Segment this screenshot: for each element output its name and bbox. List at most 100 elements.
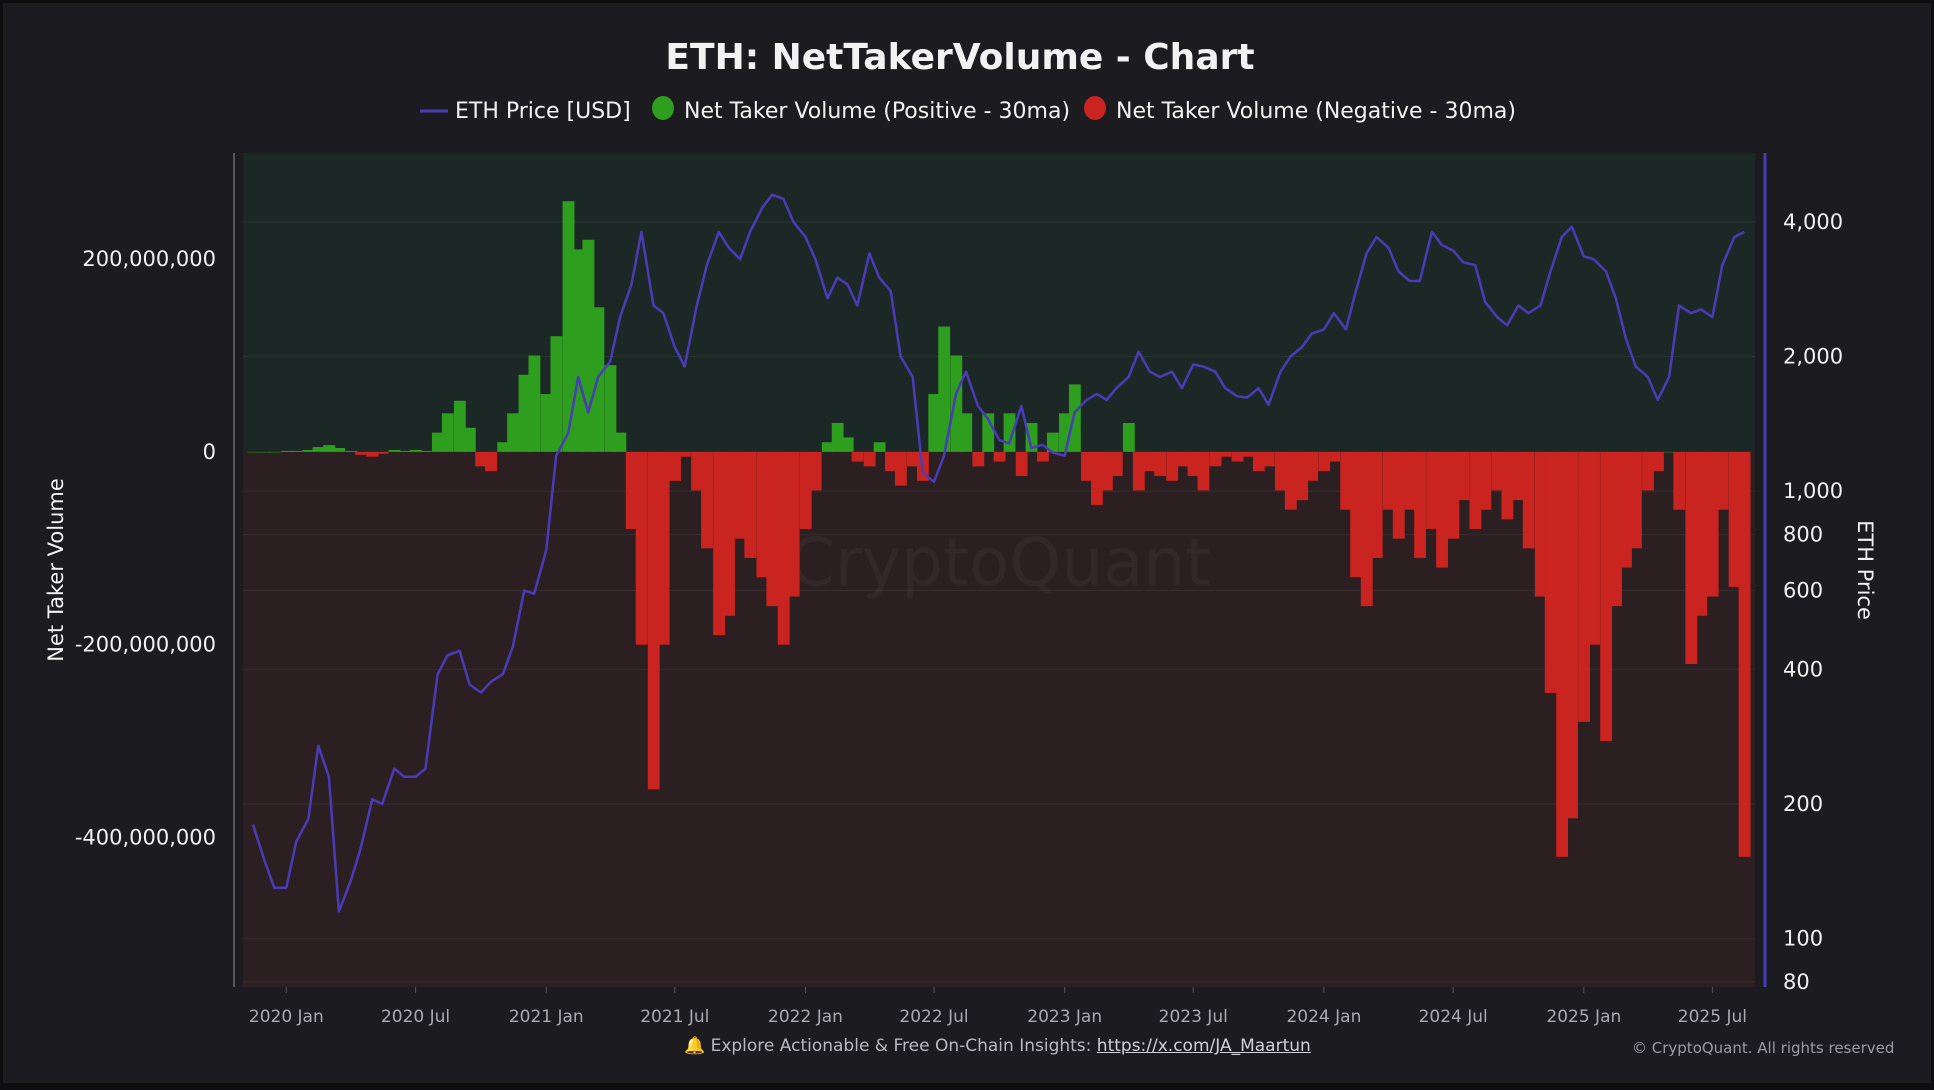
- positive-volume-bar: [1025, 422, 1038, 452]
- positive-volume-bar: [1068, 384, 1081, 452]
- y-tick-label: 0: [203, 440, 216, 464]
- negative-volume-bar: [1436, 451, 1448, 568]
- footer-link[interactable]: https://x.com/JA_Maartun: [1096, 1036, 1311, 1056]
- negative-volume-bar: [1512, 451, 1525, 501]
- y2-tick-label: 600: [1783, 579, 1823, 603]
- negative-volume-bar: [1370, 451, 1383, 558]
- negative-volume-bar: [1479, 451, 1492, 510]
- negative-volume-bar: [1426, 451, 1439, 530]
- negative-volume-bar: [1491, 451, 1504, 491]
- negative-volume-bar: [1262, 451, 1275, 467]
- negative-volume-bar: [1318, 451, 1331, 472]
- negative-volume-bar: [1501, 451, 1514, 520]
- x-tick-label: 2022 Jul: [899, 1007, 968, 1027]
- positive-volume-bar: [960, 413, 973, 452]
- watermark: CryptoQuant: [789, 524, 1211, 601]
- negative-volume-bar: [1110, 451, 1123, 476]
- negative-volume-bar: [1187, 451, 1200, 476]
- negative-volume-bar: [1360, 451, 1373, 607]
- y2-tick-label: 200: [1783, 792, 1823, 816]
- positive-volume-bar: [280, 450, 293, 452]
- negative-volume-bar: [1284, 451, 1297, 510]
- negative-volume-bar: [894, 451, 907, 486]
- y2-tick-label: 80: [1783, 970, 1810, 994]
- negative-volume-bar: [669, 451, 681, 481]
- footer-promo: 🔔 Explore Actionable & Free On-Chain Ins…: [684, 1036, 1311, 1056]
- legend-item-label: Net Taker Volume (Negative - 30ma): [1116, 99, 1516, 124]
- positive-volume-bar: [614, 432, 627, 452]
- negative-volume-bar: [355, 451, 368, 455]
- negative-volume-bar: [1695, 451, 1708, 616]
- x-tick-label: 2020 Jan: [249, 1007, 324, 1027]
- negative-volume-bar: [885, 451, 897, 472]
- negative-volume-bar: [1414, 451, 1426, 558]
- y-tick-label: -200,000,000: [75, 633, 216, 657]
- negative-volume-bar: [907, 451, 919, 467]
- positive-volume-bar: [982, 413, 995, 452]
- negative-volume-bar: [1166, 451, 1179, 481]
- bell-icon: 🔔: [684, 1036, 706, 1056]
- negative-volume-bar: [1685, 451, 1698, 665]
- negative-volume-bar: [691, 451, 703, 491]
- negative-volume-bar: [1716, 451, 1729, 510]
- negative-volume-bar: [1328, 451, 1341, 462]
- positive-volume-bar: [333, 448, 346, 452]
- negative-volume-bar: [777, 451, 790, 645]
- y2-tick-label: 400: [1783, 657, 1823, 681]
- negative-volume-bar: [1673, 451, 1686, 510]
- y2-tick-label: 2,000: [1783, 345, 1843, 369]
- negative-volume-bar: [713, 451, 726, 636]
- negative-volume-bar: [1306, 451, 1319, 481]
- y2-tick-label: 1,000: [1783, 479, 1843, 503]
- x-tick-label: 2022 Jan: [768, 1007, 843, 1027]
- positive-volume-bar: [431, 432, 444, 452]
- positive-volume-bar: [453, 400, 466, 452]
- x-tick-label: 2021 Jul: [640, 1007, 709, 1027]
- y-tick-label: -400,000,000: [75, 826, 216, 850]
- negative-volume-bar: [1447, 451, 1460, 539]
- negative-volume-bar: [485, 451, 498, 472]
- positive-volume-bar: [582, 239, 595, 452]
- positive-volume-bar: [928, 394, 941, 452]
- positive-volume-bar: [1003, 413, 1016, 452]
- negative-volume-bar: [1534, 451, 1547, 597]
- positive-volume-bar: [572, 249, 585, 452]
- legend[interactable]: ETH Price [USD] Net Taker Volume (Positiv…: [420, 96, 1516, 124]
- negative-volume-bar: [972, 451, 985, 467]
- chart-title: ETH: NetTakerVolume - Chart: [665, 37, 1254, 78]
- negative-volume-bar: [1241, 451, 1254, 457]
- positive-volume-bar: [841, 437, 854, 452]
- negative-volume-bar: [679, 451, 691, 457]
- negative-volume-bar: [366, 451, 379, 457]
- positive-volume-bar: [312, 447, 325, 452]
- negative-volume-bar: [657, 451, 670, 645]
- legend-item-label: Net Taker Volume (Positive - 30ma): [684, 99, 1070, 124]
- negative-volume-bar: [734, 451, 747, 539]
- negative-volume-bar: [1252, 451, 1265, 472]
- positive-volume-bar: [1046, 432, 1059, 452]
- positive-volume-bar: [1663, 451, 1676, 453]
- legend-circle-icon: [652, 96, 674, 120]
- copyright: © CryptoQuant. All rights reserved: [1632, 1039, 1895, 1057]
- negative-volume-bar: [1600, 451, 1613, 742]
- negative-volume-bar: [701, 451, 713, 549]
- positive-volume-bar: [518, 374, 531, 452]
- negative-volume-bar: [809, 451, 822, 491]
- negative-volume-bar: [1404, 451, 1417, 510]
- positive-volume-bar: [419, 450, 432, 452]
- y2-tick-label: 100: [1783, 927, 1823, 951]
- positive-volume-bar: [258, 451, 271, 453]
- negative-volume-bar: [799, 451, 812, 530]
- negative-volume-bar: [1219, 451, 1232, 457]
- negative-volume-bar: [376, 451, 389, 454]
- positive-volume-bar: [938, 326, 951, 452]
- negative-volume-bar: [1231, 451, 1244, 462]
- positive-volume-bar: [323, 445, 336, 452]
- negative-volume-bar: [1036, 451, 1049, 462]
- positive-volume-bar: [441, 413, 454, 452]
- y2-tick-label: 800: [1783, 523, 1823, 547]
- y-tick-label: 200,000,000: [82, 247, 216, 271]
- positive-volume-bar: [550, 336, 563, 452]
- positive-volume-bar: [1059, 413, 1071, 452]
